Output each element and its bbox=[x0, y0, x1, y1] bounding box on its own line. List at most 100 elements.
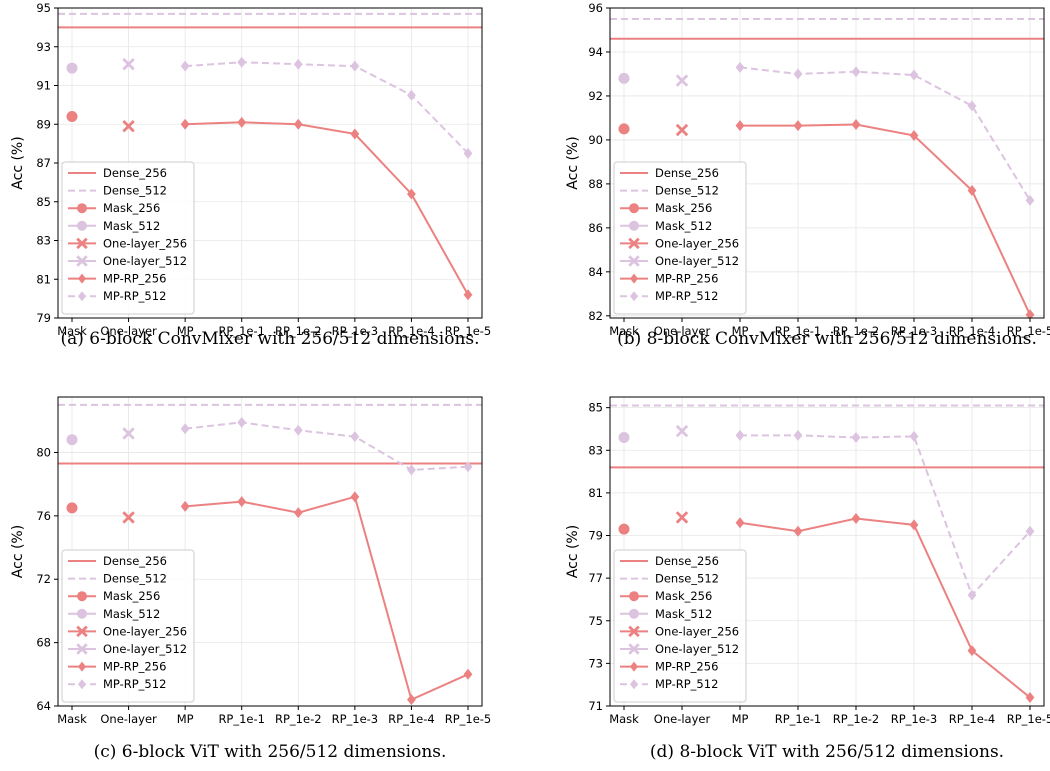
legend-marker-one-layer-512-stroke-b bbox=[628, 255, 640, 267]
point-mp-rp-256-rp-1e-2 bbox=[293, 118, 303, 130]
legend-label-dense-512: Dense_512 bbox=[103, 184, 167, 198]
point-mp-rp-512-rp-1e-3 bbox=[350, 431, 360, 443]
xtick-label-mask: Mask bbox=[57, 324, 87, 338]
legend-marker-one-layer-512 bbox=[628, 255, 640, 267]
legend-label-dense-256: Dense_256 bbox=[655, 166, 719, 180]
legend-marker-one-layer-256-stroke-b bbox=[76, 625, 88, 638]
panel-caption: (d) 8-block ViT with 256/512 dimensions. bbox=[650, 742, 1004, 762]
legend-label-mask-256: Mask_256 bbox=[655, 589, 712, 603]
legend: Dense_256 Dense_512 Mask_256 Mask_512 One-la… bbox=[61, 549, 195, 703]
point-one-layer-512 bbox=[675, 424, 689, 438]
legend-marker-one-layer-256 bbox=[628, 625, 640, 638]
plot-area bbox=[58, 12, 482, 301]
xtick-label-one-layer: One-layer bbox=[100, 712, 157, 726]
ytick-label-72: 72 bbox=[36, 572, 51, 586]
xtick-label-one-layer: One-layer bbox=[100, 324, 157, 338]
ytick-label-93: 93 bbox=[36, 40, 51, 54]
xtick-label-rp-1e-1: RP_1e-1 bbox=[218, 324, 265, 338]
point-one-layer-512 bbox=[122, 427, 135, 440]
y-axis-label: Acc (%) bbox=[565, 525, 581, 578]
legend-marker-mask-512 bbox=[629, 608, 639, 619]
ytick-label-68: 68 bbox=[36, 636, 51, 650]
xtick-label-rp-1e-2: RP_1e-2 bbox=[275, 324, 322, 338]
point-one-layer-256-stroke-b bbox=[675, 123, 689, 137]
legend-label-dense-512: Dense_512 bbox=[103, 572, 167, 586]
point-mask-512 bbox=[66, 434, 78, 446]
ytick-label-91: 91 bbox=[36, 79, 51, 93]
xtick-label-one-layer: One-layer bbox=[654, 324, 711, 338]
xtick-label-rp-1e-2: RP_1e-2 bbox=[275, 712, 322, 726]
legend-label-mask-512: Mask_512 bbox=[655, 607, 712, 621]
legend-label-dense-512: Dense_512 bbox=[655, 184, 719, 198]
xtick-label-rp-1e-4: RP_1e-4 bbox=[949, 712, 996, 726]
xtick-label-rp-1e-3: RP_1e-3 bbox=[891, 712, 938, 726]
legend-label-mp-rp-256: MP-RP_256 bbox=[655, 660, 718, 674]
point-mp-rp-256-rp-1e-4 bbox=[967, 184, 977, 196]
legend-label-mp-rp-256: MP-RP_256 bbox=[103, 660, 166, 674]
ytick-label-83: 83 bbox=[588, 443, 603, 457]
legend-marker-mask-512 bbox=[77, 220, 87, 231]
ytick-label-71: 71 bbox=[588, 699, 603, 713]
panel-caption: (b) 8-block ConvMixer with 256/512 dimen… bbox=[617, 329, 1037, 349]
legend-marker-mp-rp-512 bbox=[78, 291, 86, 302]
ytick-label-77: 77 bbox=[588, 571, 603, 585]
legend-marker-mp-rp-512 bbox=[78, 679, 86, 690]
legend-label-mask-256: Mask_256 bbox=[103, 201, 160, 215]
point-mp-rp-512-rp-1e-2 bbox=[851, 66, 861, 78]
xtick-label-rp-1e-5: RP_1e-5 bbox=[1007, 712, 1050, 726]
point-mp-rp-256-rp-1e-3 bbox=[350, 128, 360, 140]
point-one-layer-512 bbox=[122, 57, 135, 71]
plot-area bbox=[58, 403, 482, 706]
xtick-label-mp: MP bbox=[732, 324, 749, 338]
xtick-label-rp-1e-3: RP_1e-3 bbox=[332, 324, 379, 338]
point-mp-rp-256-rp-1e-5 bbox=[463, 289, 473, 301]
legend-label-mp-rp-512: MP-RP_512 bbox=[655, 289, 718, 303]
legend-label-one-layer-256: One-layer_256 bbox=[655, 236, 739, 250]
xtick-label-rp-1e-5: RP_1e-5 bbox=[445, 712, 492, 726]
point-mp-rp-512-rp-1e-3 bbox=[350, 60, 360, 72]
xtick-label-rp-1e-5: RP_1e-5 bbox=[1007, 324, 1050, 338]
ytick-label-83: 83 bbox=[36, 234, 51, 248]
y-axis-label: Acc (%) bbox=[10, 525, 26, 578]
legend-label-one-layer-256: One-layer_256 bbox=[103, 624, 187, 638]
point-mp-rp-256-rp-1e-5 bbox=[1025, 691, 1035, 703]
legend-marker-one-layer-256 bbox=[76, 237, 88, 250]
legend-label-mp-rp-512: MP-RP_512 bbox=[103, 677, 166, 691]
point-mp-rp-256-rp-1e-4 bbox=[967, 645, 977, 657]
point-mp-rp-512-rp-1e-1 bbox=[793, 429, 803, 441]
point-mp-rp-512-rp-1e-4 bbox=[407, 89, 416, 101]
y-axis-label: Acc (%) bbox=[565, 136, 581, 189]
point-mp-rp-256-mp bbox=[735, 517, 745, 529]
legend-label-one-layer-512: One-layer_512 bbox=[655, 254, 739, 268]
xtick-label-one-layer: One-layer bbox=[654, 712, 711, 726]
point-mp-rp-512-rp-1e-5 bbox=[463, 461, 473, 473]
point-one-layer-256 bbox=[675, 123, 689, 137]
axes-frame bbox=[609, 7, 1045, 319]
ytick-label-64: 64 bbox=[36, 699, 51, 713]
xtick-label-rp-1e-1: RP_1e-1 bbox=[218, 712, 265, 726]
xtick-label-rp-1e-5: RP_1e-5 bbox=[445, 324, 492, 338]
point-mp-rp-256-rp-1e-5 bbox=[1025, 309, 1035, 318]
legend-label-one-layer-256: One-layer_256 bbox=[103, 236, 187, 250]
series-mp-rp-256-line bbox=[185, 495, 469, 702]
legend-marker-one-layer-256-stroke-b bbox=[628, 237, 640, 250]
legend-label-dense-512: Dense_512 bbox=[655, 572, 719, 586]
legend-label-mp-rp-512: MP-RP_512 bbox=[103, 289, 166, 303]
xtick-label-rp-1e-4: RP_1e-4 bbox=[388, 324, 435, 338]
legend-label-one-layer-256: One-layer_256 bbox=[655, 624, 739, 638]
ytick-label-94: 94 bbox=[588, 45, 603, 59]
ytick-label-80: 80 bbox=[36, 445, 51, 459]
point-mp-rp-512-rp-1e-1 bbox=[793, 68, 803, 80]
xtick-label-mp: MP bbox=[177, 712, 194, 726]
legend-marker-one-layer-512 bbox=[628, 643, 640, 655]
panel-caption: (a) 6-block ConvMixer with 256/512 dimen… bbox=[60, 329, 479, 349]
ytick-label-92: 92 bbox=[588, 89, 603, 103]
series-mp-rp-256-line bbox=[740, 123, 1031, 316]
ytick-label-86: 86 bbox=[588, 221, 603, 235]
ytick-label-81: 81 bbox=[36, 272, 51, 286]
xtick-label-mask: Mask bbox=[609, 712, 639, 726]
panel-caption: (c) 6-block ViT with 256/512 dimensions. bbox=[94, 742, 447, 762]
plot-area bbox=[610, 17, 1044, 318]
legend-marker-one-layer-512-stroke-b bbox=[628, 643, 640, 655]
